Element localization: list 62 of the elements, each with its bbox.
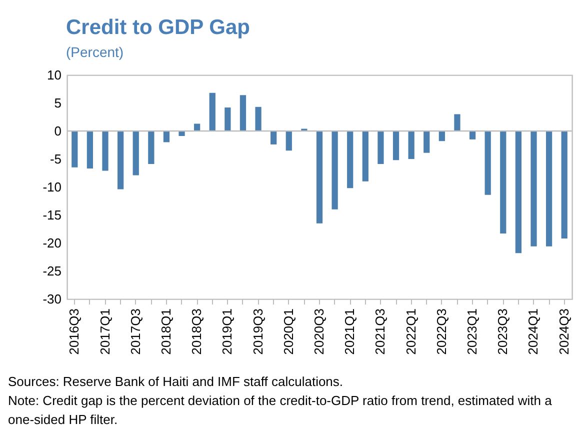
y-tick-label: -30 <box>42 292 62 306</box>
bar <box>454 114 460 131</box>
bar <box>163 131 170 142</box>
bar <box>194 124 200 131</box>
bar <box>255 106 262 131</box>
x-tick-label: 2018Q3 <box>189 308 204 355</box>
bar <box>209 92 216 131</box>
bar <box>240 95 246 131</box>
text: Note: Credit gap is the percent deviation of the credit-to-GDP ratio from trend, estimated with a one-sided HP filter. <box>8 392 553 429</box>
bar <box>469 131 476 140</box>
bar <box>438 131 445 142</box>
bar <box>316 131 323 224</box>
x-tick-label: 2022Q3 <box>434 308 449 355</box>
bar <box>332 131 338 210</box>
y-tick-label: 5 <box>54 96 62 110</box>
bar <box>515 131 522 254</box>
y-tick-label: -20 <box>42 236 62 250</box>
bar <box>86 131 94 169</box>
bar <box>424 131 430 153</box>
bar <box>546 131 552 246</box>
y-tick-label: 10 <box>47 68 62 82</box>
chart-subtitle: (Percent) <box>66 44 124 60</box>
bar <box>72 131 78 168</box>
bar <box>500 131 506 234</box>
bar <box>530 131 537 246</box>
y-tick-label: 0 <box>54 124 62 138</box>
x-tick-label: 2018Q1 <box>158 308 174 355</box>
bar <box>378 131 384 164</box>
bar <box>362 131 368 182</box>
bar <box>347 131 354 188</box>
x-tick-label: 2020Q1 <box>280 308 296 355</box>
bar <box>270 131 277 144</box>
bar <box>224 107 231 131</box>
x-tick-label: 2019Q3 <box>250 308 266 355</box>
x-tick-label: 2017Q3 <box>128 308 143 355</box>
x-tick-label: 2021Q3 <box>372 308 388 355</box>
x-tick-label: 2023Q3 <box>495 308 510 355</box>
bar <box>132 131 139 176</box>
x-tick-label: 2024Q3 <box>556 308 572 355</box>
x-tick-label: 2021Q1 <box>342 308 358 355</box>
y-tick-label: -25 <box>42 264 62 278</box>
bar <box>484 131 491 195</box>
x-tick-label: 2023Q1 <box>464 308 480 355</box>
bar <box>561 131 568 239</box>
x-tick-label: 2017Q1 <box>97 308 112 355</box>
x-tick-label: 2019Q1 <box>220 308 235 355</box>
y-tick-label: -15 <box>42 208 62 222</box>
bar <box>118 131 124 190</box>
bar <box>148 131 154 164</box>
bar <box>102 131 108 171</box>
y-tick-label: -10 <box>42 180 62 194</box>
bar <box>392 131 400 160</box>
chart-title: Credit to GDP Gap <box>66 16 250 40</box>
x-tick-label: 2022Q1 <box>403 308 418 355</box>
y-tick-label: -5 <box>50 152 62 166</box>
x-tick-label: 2020Q3 <box>312 308 326 355</box>
source-note: Sources: Reserve Bank of Haiti and IMF staff calculations. <box>8 373 344 391</box>
x-tick-label: 2016Q3 <box>66 308 82 355</box>
bar <box>178 131 185 136</box>
x-tick-label: 2024Q1 <box>526 308 541 355</box>
bar <box>408 131 414 159</box>
bar <box>286 131 292 151</box>
